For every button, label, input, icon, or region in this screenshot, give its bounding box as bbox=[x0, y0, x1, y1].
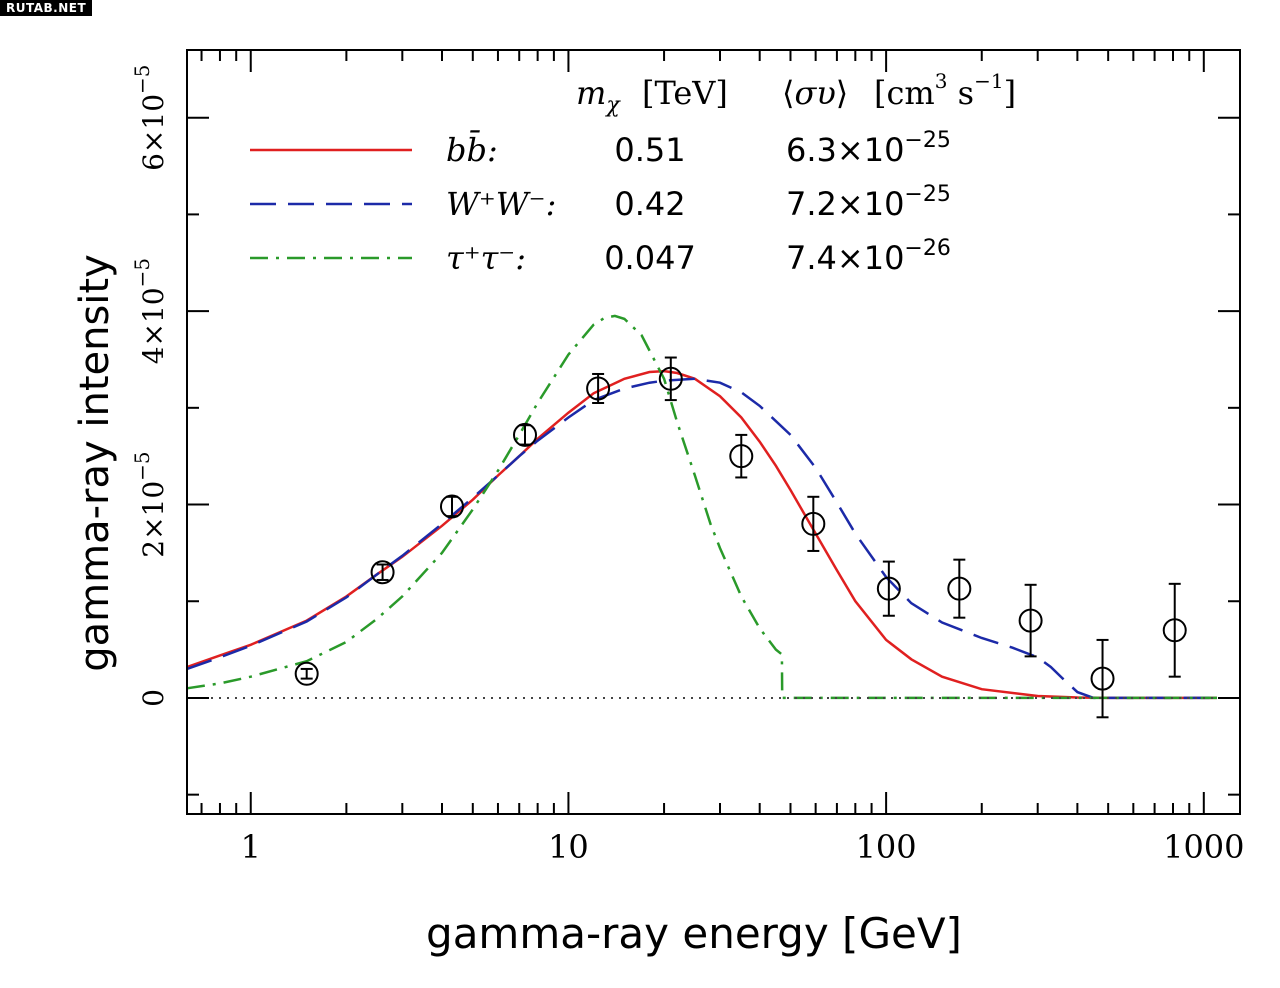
legend-cross-unit: [cm3 s−1] bbox=[874, 69, 1016, 112]
data-point bbox=[801, 495, 826, 552]
legend-series-name: bb̄: bbox=[446, 130, 498, 169]
legend-cross-header: ⟨συ⟩ bbox=[782, 74, 848, 112]
data-point bbox=[513, 422, 538, 447]
data-points bbox=[294, 356, 1187, 719]
plot-frame bbox=[186, 49, 1241, 815]
y-tick-text: 2×10−5 bbox=[130, 451, 170, 557]
y-tick-text: 4×10−5 bbox=[130, 258, 170, 364]
y-tick-label: 2×10−5 bbox=[130, 451, 170, 557]
data-point bbox=[439, 494, 464, 519]
legend-series-name: τ⁺τ⁻: bbox=[446, 239, 526, 277]
point-marker bbox=[1162, 618, 1187, 643]
y-tick-label: 4×10−5 bbox=[130, 258, 170, 364]
y-tick-label: 0 bbox=[137, 689, 170, 707]
point-marker bbox=[876, 576, 901, 601]
legend-mass-header: mχ bbox=[576, 74, 621, 118]
point-marker bbox=[801, 511, 826, 536]
x-tick-label: 1 bbox=[241, 828, 261, 866]
series-line bbox=[186, 377, 1217, 700]
data-point bbox=[729, 433, 754, 479]
point-marker bbox=[658, 366, 683, 391]
legend-series-name: W⁺W⁻: bbox=[446, 185, 556, 223]
legend-series-mass: 0.42 bbox=[614, 185, 685, 223]
point-marker bbox=[513, 422, 538, 447]
data-point bbox=[370, 560, 395, 585]
point-marker bbox=[370, 560, 395, 585]
point-marker bbox=[729, 444, 754, 469]
x-tick-label: 10 bbox=[548, 828, 589, 866]
series-curves bbox=[186, 314, 1217, 700]
site-watermark: RUTAB.NET bbox=[0, 0, 93, 16]
point-marker bbox=[947, 576, 972, 601]
point-marker bbox=[1018, 608, 1043, 633]
data-point bbox=[658, 356, 683, 402]
legend: bb̄: 0.51 6.3×10−25 W⁺W⁻: 0.42 7.2×10−25 τ⁺τ⁻:… bbox=[250, 128, 951, 277]
data-point bbox=[947, 558, 972, 619]
legend-mass-unit: [TeV] bbox=[642, 74, 728, 112]
data-point bbox=[294, 661, 319, 686]
legend-series-cross: 6.3×10−25 bbox=[786, 128, 951, 169]
x-tick-label: 1000 bbox=[1163, 828, 1244, 866]
data-point bbox=[586, 372, 611, 404]
x-axis-ticks: 1 10 100 1000 bbox=[200, 50, 1245, 866]
y-tick-label: 6×10−5 bbox=[130, 65, 170, 171]
legend-series-cross: 7.4×10−26 bbox=[786, 236, 951, 277]
x-tick-label: 100 bbox=[856, 828, 917, 866]
legend-series-cross: 7.2×10−25 bbox=[786, 182, 951, 223]
series-line bbox=[186, 369, 1217, 700]
y-tick-text: 0 bbox=[137, 689, 170, 707]
series-line bbox=[186, 314, 1217, 700]
data-point bbox=[1162, 582, 1187, 678]
data-point bbox=[876, 560, 901, 617]
point-marker bbox=[1090, 666, 1115, 691]
y-axis-label: gamma-ray intensity bbox=[72, 254, 118, 672]
legend-series-mass: 0.047 bbox=[604, 239, 696, 277]
y-tick-text: 6×10−5 bbox=[130, 65, 170, 171]
point-marker bbox=[294, 661, 319, 686]
y-axis-ticks: 0 2×10−5 4×10−5 6×10−5 bbox=[130, 65, 1240, 796]
data-point bbox=[1018, 583, 1043, 658]
point-marker bbox=[439, 494, 464, 519]
data-point bbox=[1090, 638, 1115, 719]
x-axis-label: gamma-ray energy [GeV] bbox=[426, 909, 962, 958]
point-marker bbox=[586, 376, 611, 401]
legend-series-mass: 0.51 bbox=[614, 131, 685, 169]
